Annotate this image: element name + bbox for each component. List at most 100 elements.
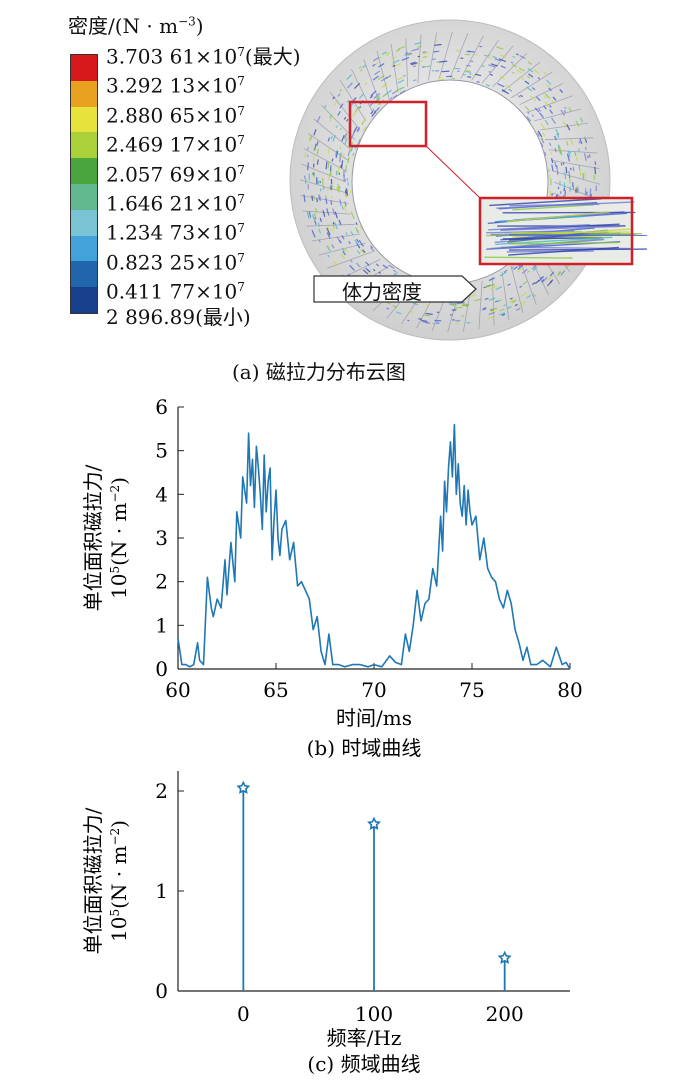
- vector-mark: [313, 213, 317, 220]
- vector-mark: [392, 59, 400, 64]
- vector-mark: [350, 259, 353, 263]
- vector-mark: [538, 108, 542, 112]
- vector-mark: [551, 117, 556, 125]
- vector-mark: [326, 224, 330, 231]
- vector-mark: [479, 45, 482, 48]
- vector-mark: [382, 264, 388, 269]
- vector-mark: [464, 53, 470, 56]
- vector-mark: [449, 314, 453, 316]
- vector-mark: [572, 182, 574, 187]
- legend-colorbar: [70, 54, 98, 314]
- vector-mark: [331, 158, 334, 162]
- vector-mark: [402, 74, 406, 77]
- vector-mark: [312, 172, 314, 176]
- vector-mark: [549, 142, 552, 146]
- vector-mark: [551, 99, 555, 104]
- vector-mark: [342, 153, 345, 159]
- inset-vector: [489, 198, 602, 207]
- vector-mark: [330, 178, 333, 185]
- vector-mark: [563, 109, 567, 113]
- vector-mark: [328, 173, 331, 181]
- stem-marker: [497, 950, 512, 964]
- vector-mark: [316, 198, 318, 203]
- vector-mark: [334, 211, 338, 219]
- legend-label: 2.880 65×107: [106, 103, 245, 128]
- hatch-line: [339, 79, 367, 122]
- vector-mark: [356, 262, 361, 268]
- vector-mark: [526, 116, 532, 122]
- vector-mark: [504, 84, 511, 89]
- vector-mark: [343, 205, 347, 213]
- vector-mark: [347, 156, 350, 164]
- vector-mark: [413, 65, 417, 68]
- vector-mark: [393, 94, 398, 99]
- legend-swatch: [71, 80, 97, 107]
- vector-mark: [370, 245, 373, 249]
- vector-mark: [339, 156, 342, 162]
- vector-mark: [564, 171, 567, 180]
- vector-mark: [337, 183, 340, 191]
- vector-mark: [315, 208, 318, 213]
- hatch-line: [551, 159, 600, 169]
- vector-mark: [519, 285, 523, 288]
- vector-mark: [549, 190, 552, 196]
- x-axis-label: 时间/ms: [336, 706, 412, 730]
- vector-mark: [343, 170, 345, 177]
- vector-mark: [324, 104, 327, 109]
- y-axis-label-line1: 单位面积磁拉力/: [81, 807, 105, 954]
- vector-mark: [587, 155, 589, 158]
- vector-mark: [497, 83, 505, 88]
- vector-mark: [424, 65, 429, 68]
- vector-mark: [512, 71, 515, 74]
- legend-swatch: [71, 287, 97, 313]
- vector-mark: [371, 110, 377, 117]
- vector-mark: [455, 323, 459, 325]
- vector-mark: [579, 170, 582, 177]
- x-tick-label: 60: [165, 678, 190, 702]
- vector-mark: [346, 178, 349, 182]
- vector-mark: [546, 79, 552, 85]
- vector-mark: [354, 239, 359, 245]
- vector-mark: [485, 84, 491, 87]
- vector-mark: [562, 162, 565, 165]
- vector-mark: [492, 55, 498, 59]
- vector-mark: [375, 107, 380, 112]
- vector-mark: [562, 120, 568, 128]
- vector-mark: [584, 137, 588, 143]
- vector-mark: [309, 135, 313, 141]
- vector-mark: [337, 93, 341, 97]
- hatch-line: [471, 39, 499, 81]
- vector-mark: [454, 306, 463, 309]
- vector-mark: [549, 109, 554, 114]
- vector-mark: [487, 56, 491, 59]
- vector-mark: [550, 151, 553, 155]
- inset-vector: [500, 225, 621, 231]
- vector-mark: [569, 151, 572, 154]
- vector-mark: [546, 83, 551, 88]
- vector-mark: [432, 58, 436, 61]
- vector-mark: [320, 188, 322, 192]
- vector-mark: [370, 90, 377, 97]
- callout-arrow-shape: [313, 275, 477, 303]
- vector-mark: [519, 54, 526, 60]
- vector-mark: [329, 170, 332, 176]
- vector-mark: [533, 69, 540, 75]
- vector-mark: [435, 40, 438, 43]
- hatch-line: [303, 148, 347, 172]
- vector-mark: [377, 74, 385, 80]
- vector-mark: [552, 96, 557, 101]
- hatch-line: [534, 108, 582, 122]
- vector-mark: [529, 95, 534, 99]
- hatch-line: [306, 223, 356, 227]
- vector-mark: [516, 53, 519, 56]
- vector-mark: [446, 75, 453, 78]
- vector-mark: [461, 303, 467, 306]
- vector-mark: [554, 147, 557, 153]
- vector-mark: [531, 282, 536, 286]
- y-axis-label: 单位面积磁拉力/105(N · m−2): [81, 807, 131, 954]
- vector-mark: [344, 247, 348, 253]
- vector-mark: [311, 214, 315, 220]
- hatch-line: [527, 95, 573, 113]
- vector-mark: [575, 120, 580, 127]
- force-density-vectors: [303, 40, 597, 325]
